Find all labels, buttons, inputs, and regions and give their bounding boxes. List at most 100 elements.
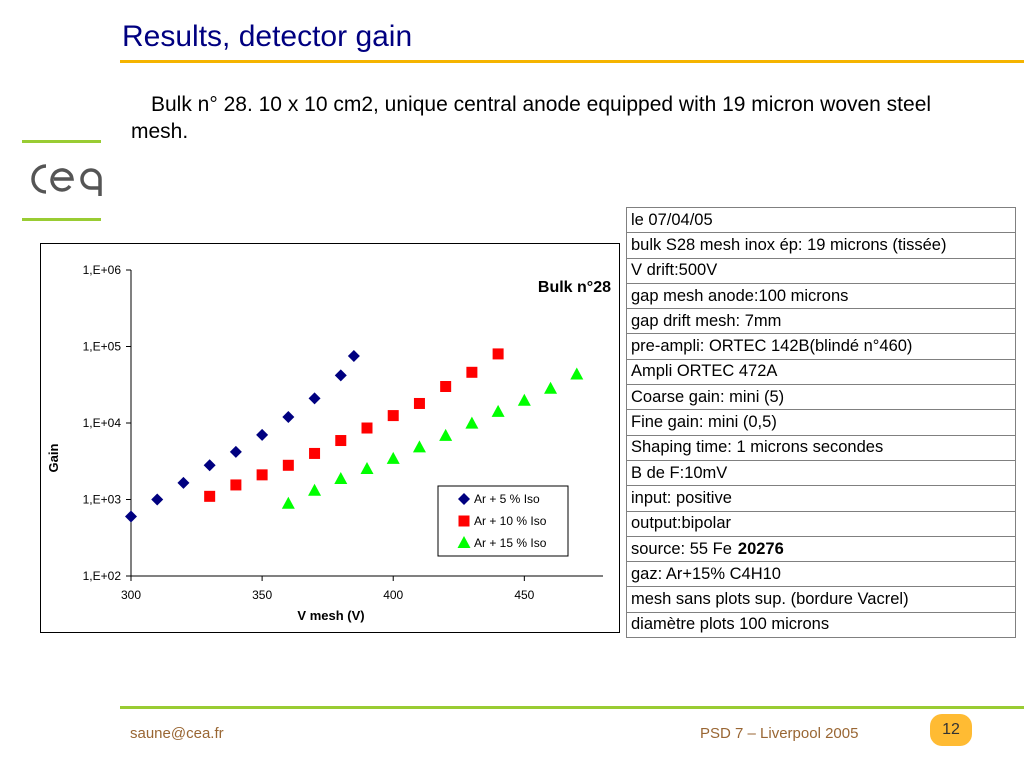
- data-point-series-2: [361, 422, 373, 434]
- data-point-series-2: [413, 397, 425, 409]
- data-point-series-3: [412, 440, 426, 453]
- legend-label: Ar + 15 % Iso: [474, 536, 547, 550]
- data-point-series-2: [230, 479, 242, 491]
- table-row: gaz: Ar+15% C4H10: [626, 561, 1016, 588]
- cea-logo: [20, 158, 104, 205]
- data-point-series-2: [282, 459, 294, 471]
- data-point-series-3: [281, 496, 295, 509]
- table-cell: V drift:500V: [626, 257, 1016, 284]
- logo-bottom-bar: [22, 218, 101, 221]
- gain-chart-svg: Bulk n°28 V mesh (V) Gain 1,E+02 1,E+03 1,…: [46, 263, 611, 623]
- x-tick-label: 400: [383, 588, 403, 602]
- table-cell-text: source: 55 Fe: [631, 539, 732, 558]
- legend-marker: [457, 536, 471, 548]
- table-cell-text: Fine gain: mini (0,5): [631, 413, 777, 432]
- table-row: Shaping time: 1 microns secondes: [626, 434, 1016, 461]
- table-row: output:bipolar: [626, 510, 1016, 537]
- legend-marker: [458, 493, 470, 505]
- table-cell-text: mesh sans plots sup. (bordure Vacrel): [631, 590, 909, 609]
- data-point-series-2: [440, 381, 452, 393]
- x-tick-label: 300: [121, 588, 141, 602]
- table-cell: Coarse gain: mini (5): [626, 384, 1016, 411]
- footer-conference: PSD 7 – Liverpool 2005: [700, 725, 859, 742]
- y-tick-label: 1,E+06: [83, 263, 122, 277]
- parameters-table: le 07/04/05 bulk S28 mesh inox ép: 19 mic…: [626, 206, 1016, 639]
- table-cell-text: pre-ampli: ORTEC 142B(blindé n°460): [631, 337, 913, 356]
- table-row: V drift:500V: [626, 257, 1016, 284]
- slide-title: Results, detector gain: [122, 20, 413, 53]
- data-point-series-2: [204, 490, 216, 502]
- x-tick-label: 450: [514, 588, 534, 602]
- source-number: 20276: [737, 539, 784, 558]
- table-row: Fine gain: mini (0,5): [626, 409, 1016, 436]
- y-tick-label: 1,E+03: [83, 493, 122, 507]
- data-point-series-3: [308, 483, 322, 496]
- table-cell-text: input: positive: [631, 488, 732, 507]
- table-row: pre-ampli: ORTEC 142B(blindé n°460): [626, 333, 1016, 360]
- y-tick-label: 1,E+04: [83, 416, 122, 430]
- footer-email: saune@cea.fr: [130, 725, 224, 742]
- title-divider: [120, 60, 1024, 63]
- data-point-series-3: [491, 404, 505, 417]
- data-point-series-2: [387, 410, 399, 422]
- table-row: bulk S28 mesh inox ép: 19 microns (tissé…: [626, 232, 1016, 259]
- table-cell-text: Ampli ORTEC 472A: [631, 362, 778, 381]
- x-axis-label: V mesh (V): [297, 608, 364, 623]
- table-cell-text: bulk S28 mesh inox ép: 19 microns (tissé…: [631, 235, 947, 254]
- table-row: B de F:10mV: [626, 459, 1016, 487]
- table-row: gap drift mesh: 7mm: [626, 308, 1016, 335]
- footer-divider: [120, 706, 1024, 709]
- table-row: mesh sans plots sup. (bordure Vacrel): [626, 586, 1016, 613]
- table-cell: Fine gain: mini (0,5): [626, 409, 1016, 436]
- data-point-series-3: [570, 367, 584, 380]
- y-axis-label: Gain: [46, 443, 61, 472]
- y-tick-label: 1,E+02: [83, 569, 122, 583]
- legend-label: Ar + 5 % Iso: [474, 492, 540, 506]
- table-cell-text: gaz: Ar+15% C4H10: [631, 564, 781, 583]
- table-cell: bulk S28 mesh inox ép: 19 microns (tissé…: [626, 232, 1016, 259]
- table-row: input: positive: [626, 485, 1016, 512]
- table-cell: source: 55 Fe 20276: [626, 535, 1016, 563]
- legend-label: Ar + 10 % Iso: [474, 514, 547, 528]
- data-point-series-1: [177, 476, 190, 489]
- logo-top-bar: [22, 140, 101, 143]
- data-point-series-3: [517, 393, 531, 406]
- table-cell-text: V drift:500V: [631, 261, 718, 280]
- table-cell-text: le 07/04/05: [631, 210, 713, 229]
- y-tick-label: 1,E+05: [83, 340, 122, 354]
- data-point-series-3: [386, 451, 400, 464]
- data-point-series-1: [229, 445, 242, 458]
- table-cell: Shaping time: 1 microns secondes: [626, 434, 1016, 461]
- table-cell-text: diamètre plots 100 microns: [631, 615, 830, 634]
- table-row: diamètre plots 100 microns: [626, 611, 1016, 639]
- table-cell-text: gap mesh anode:100 microns: [631, 286, 849, 305]
- table-cell: output:bipolar: [626, 510, 1016, 537]
- table-cell: gap drift mesh: 7mm: [626, 308, 1016, 335]
- data-point-series-2: [256, 469, 268, 481]
- table-cell: gaz: Ar+15% C4H10: [626, 561, 1016, 588]
- chart-title: Bulk n°28: [538, 279, 611, 296]
- data-point-series-1: [203, 459, 216, 472]
- table-cell: mesh sans plots sup. (bordure Vacrel): [626, 586, 1016, 613]
- table-cell-text: B de F:10mV: [631, 463, 728, 482]
- data-point-series-2: [492, 348, 504, 360]
- table-cell: le 07/04/05: [626, 206, 1016, 234]
- data-point-series-3: [360, 462, 374, 475]
- page-number-badge: 12: [930, 714, 972, 746]
- table-cell: Ampli ORTEC 472A: [626, 358, 1016, 386]
- table-row: Coarse gain: mini (5): [626, 384, 1016, 411]
- table-cell: pre-ampli: ORTEC 142B(blindé n°460): [626, 333, 1016, 360]
- data-point-series-1: [308, 392, 321, 405]
- x-tick-label: 350: [252, 588, 272, 602]
- table-cell-text: gap drift mesh: 7mm: [631, 311, 782, 330]
- data-point-series-3: [465, 416, 479, 429]
- data-point-series-3: [439, 428, 453, 441]
- table-row: source: 55 Fe 20276: [626, 535, 1016, 563]
- data-point-series-1: [282, 410, 295, 423]
- table-cell-text: Shaping time: 1 microns secondes: [631, 438, 884, 457]
- data-point-series-1: [334, 369, 347, 382]
- table-cell: B de F:10mV: [626, 459, 1016, 487]
- table-row: gap mesh anode:100 microns: [626, 282, 1016, 310]
- legend-marker: [458, 515, 470, 527]
- table-cell: diamètre plots 100 microns: [626, 611, 1016, 639]
